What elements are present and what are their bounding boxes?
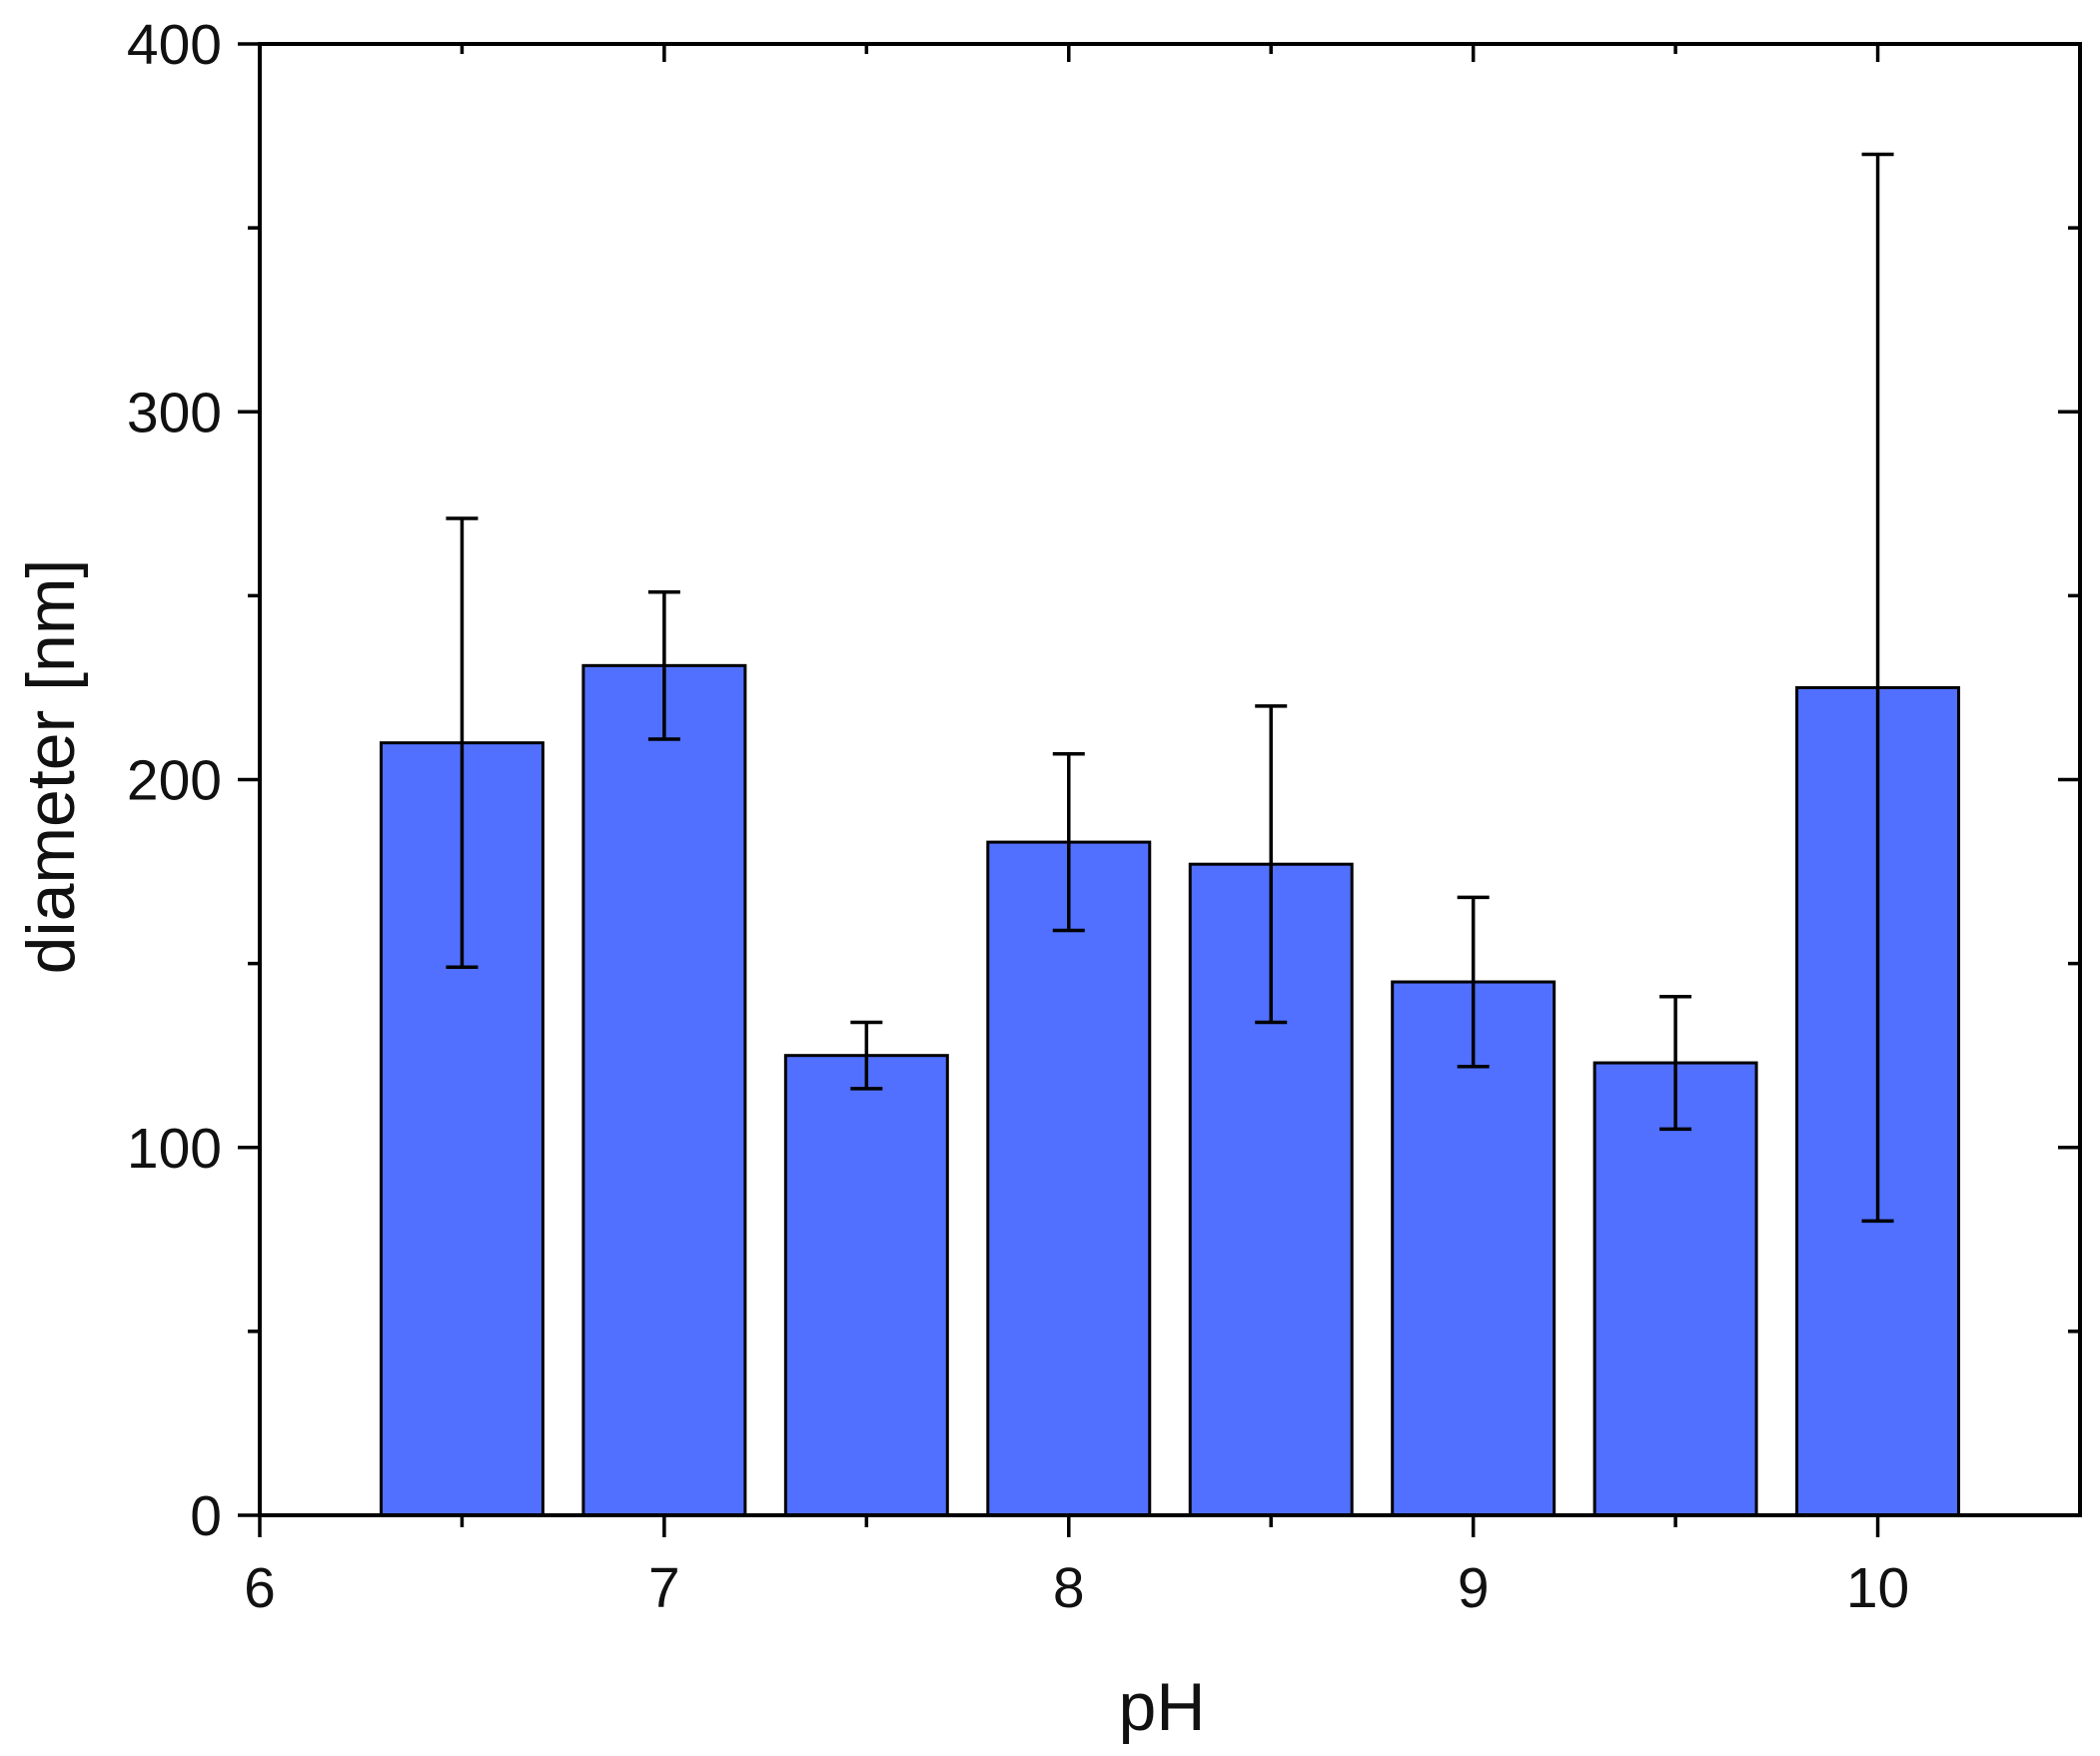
bar-ph-7 <box>581 663 747 1517</box>
error-bar-ph-8 <box>1052 751 1085 933</box>
error-bar-ph-9 <box>1457 895 1490 1069</box>
y-axis-title: diameter [nm] <box>13 559 89 975</box>
bar-ph-8 <box>986 840 1152 1517</box>
error-bar-ph-10 <box>1861 152 1894 1224</box>
y-tick-label: 400 <box>127 13 222 77</box>
error-bars-layer <box>446 152 1894 1224</box>
error-bar-ph-7 <box>647 589 680 741</box>
error-bar-ph-9.5 <box>1659 995 1692 1132</box>
bar-ph-9.5 <box>1592 1061 1758 1517</box>
error-bar-ph-8.5 <box>1255 704 1288 1025</box>
error-bar-ph-7.5 <box>850 1020 883 1091</box>
y-tick-label: 0 <box>190 1484 222 1548</box>
y-tick-label: 300 <box>127 381 222 444</box>
x-axis-title: pH <box>1119 1669 1206 1745</box>
bars-layer <box>379 663 1961 1517</box>
x-tick-label: 10 <box>1846 1556 1909 1620</box>
y-tick-label: 100 <box>127 1117 222 1181</box>
x-tick-label: 6 <box>244 1556 276 1620</box>
ticks-layer <box>238 42 2080 1537</box>
error-bar-ph-6.5 <box>446 516 479 970</box>
y-tick-label: 200 <box>127 749 222 813</box>
x-tick-label: 7 <box>648 1556 680 1620</box>
x-tick-label: 9 <box>1458 1556 1490 1620</box>
bar-ph-7.5 <box>783 1054 949 1517</box>
x-tick-label: 8 <box>1053 1556 1085 1620</box>
